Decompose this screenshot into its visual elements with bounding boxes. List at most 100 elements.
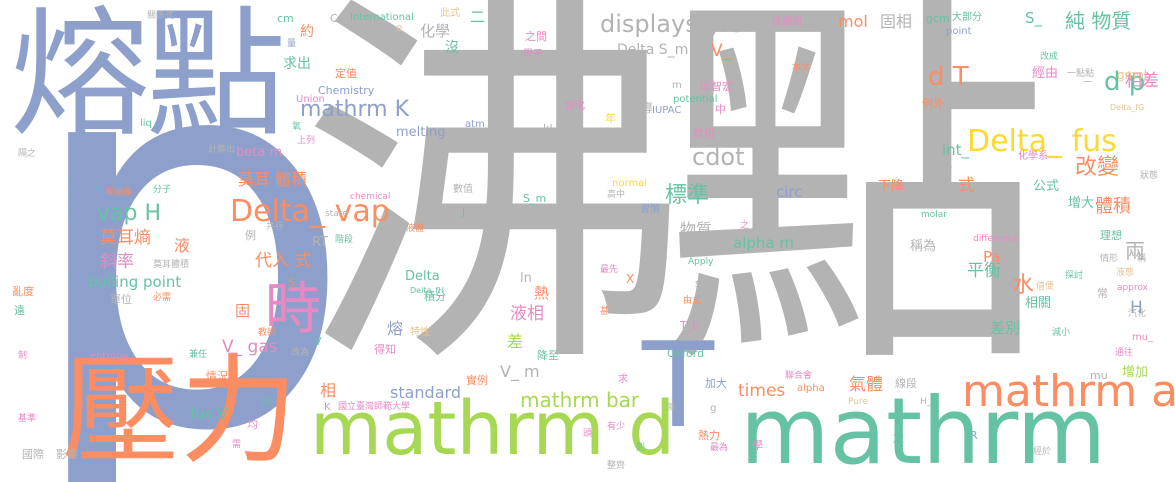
word-C: C — [330, 12, 338, 25]
word-term: 稱 — [1137, 254, 1147, 264]
word-enlarge: 增大 — [1068, 196, 1095, 211]
word-reduce: 減小 — [1052, 328, 1071, 338]
word-quantity: 量 — [287, 39, 297, 49]
word-alpha: alpha — [797, 383, 825, 394]
word-pressure: 壓力 — [62, 342, 299, 480]
word-S-m: S_m — [523, 192, 547, 205]
word-potential: potential — [673, 94, 718, 105]
word-two-zh: 二 — [470, 8, 486, 26]
word-high-school: 高中 — [607, 190, 626, 200]
word-study: 學 — [752, 439, 763, 452]
word-temperature: 溫度 — [927, 120, 949, 133]
word-between: 之間 — [525, 30, 547, 43]
word-alpha-m: alpha m — [733, 234, 794, 252]
word-system: 制 — [18, 351, 28, 361]
word-derive: 推導 — [629, 101, 654, 115]
word-gmol: gmol — [1117, 68, 1147, 82]
word-mathrm-K: mathrm K — [300, 97, 409, 122]
word-diff: 差 — [507, 332, 524, 351]
word-water: 水 — [1012, 273, 1035, 298]
word-physics: 物理 — [715, 180, 734, 190]
word-oxygen: 氧 — [292, 122, 302, 132]
word-two: 兩 — [1125, 239, 1145, 263]
word-beta-m: beta m — [236, 145, 283, 160]
word-apply: Apply — [688, 257, 714, 267]
word-beta: beta — [680, 333, 703, 344]
word-liquid: 液 — [174, 236, 191, 255]
word-delta-vap: Delta_ vap — [230, 194, 390, 229]
word-iupac: IUPAC — [652, 105, 682, 116]
word-difference: 相差 — [1125, 71, 1159, 91]
word-unit: 單位 — [110, 293, 132, 306]
word-chem-dept: 化學系 — [1018, 151, 1048, 162]
word-Pa: Pa — [983, 248, 1001, 266]
word-delta-fH: Delta_fH — [410, 286, 445, 295]
word-approx: 約 — [300, 24, 314, 40]
word-liquid-state: 液態 — [1116, 268, 1135, 278]
word-times: times — [738, 381, 786, 401]
word-one: 一 — [1083, 78, 1093, 88]
word-delta-fus: Delta_ fus — [967, 124, 1117, 159]
word-then: 則 — [636, 443, 646, 453]
word-know: 得知 — [374, 343, 396, 356]
word-separated: 隔之 — [18, 149, 37, 159]
word-decrease: 下降 — [878, 179, 905, 194]
word-mol: mol — [838, 12, 868, 31]
word-year: 年 — [605, 112, 616, 125]
word-status: 狀態 — [1140, 171, 1159, 181]
word-v-m: V_ m — [500, 362, 540, 381]
word-neat: 整齊 — [607, 461, 626, 471]
word-molar-entropy: 莫耳熵 — [100, 228, 151, 248]
word-mathrm-d: mathrm d — [310, 386, 676, 472]
word-oxford: Oxford — [667, 347, 705, 360]
word-stage: 階段 — [335, 235, 354, 245]
word-V: V — [314, 335, 322, 348]
word-reference: 基準 — [18, 414, 37, 424]
word-influence: 影響 — [56, 448, 78, 461]
word-melt: 熔 — [387, 319, 404, 338]
word-atm: atm — [465, 119, 485, 130]
word-displaystyle: displaystyle — [600, 10, 743, 38]
word-try: 試 — [775, 129, 785, 139]
word-mu: mu — [1090, 369, 1108, 382]
word-state: state — [325, 209, 348, 219]
word-ideal: 理想 — [1100, 229, 1122, 242]
word-first: 最先 — [600, 265, 619, 275]
word-Tb: T_b — [680, 319, 700, 332]
word-standard-en: standard — [390, 383, 461, 402]
word-union-zh: 聯合會 — [785, 371, 813, 381]
word-example-2: 例 — [245, 229, 256, 242]
word-formula: 式 — [958, 176, 975, 196]
word-solid: 固 — [235, 302, 251, 320]
word-molar: molar — [921, 210, 947, 220]
word-melting-zh: 熔化 — [565, 101, 585, 112]
word-example: 實例 — [466, 374, 488, 387]
word-few: 有少 — [607, 422, 626, 432]
word-v-gas: V_ gas — [222, 337, 278, 357]
word-very: 甚 — [600, 307, 610, 317]
word-molecule: 分子 — [153, 185, 172, 195]
word-international: International — [350, 12, 414, 23]
word-ice: 冰 — [893, 433, 904, 446]
word-phase-en: phase — [925, 163, 953, 173]
word-drop-to: 降至 — [537, 349, 559, 362]
word-S-sub: S_ — [1025, 9, 1043, 27]
word-p: p — [20, 0, 357, 482]
word-often: 常 — [1097, 287, 1108, 300]
word-value-then: 值便 — [1036, 282, 1055, 292]
word-situation: 情況 — [206, 370, 228, 383]
word-scholars: 學子 — [523, 49, 543, 60]
word-H-sub: H_ — [920, 397, 932, 407]
word-entropy-zh: 亂度 — [12, 285, 34, 298]
word-fixed-value: 定值 — [335, 67, 357, 80]
word-phase: 相 — [320, 381, 337, 400]
word-finally: 經於 — [1033, 447, 1052, 457]
word-contact: 接觸到 — [772, 17, 802, 28]
word-concurrent: 兼任 — [189, 350, 208, 360]
word-S: S — [288, 276, 295, 289]
word-melting: melting — [396, 125, 446, 140]
word-head: 頭 — [583, 429, 593, 439]
word-change: 改變 — [1075, 155, 1120, 180]
word-T: T — [642, 316, 715, 454]
